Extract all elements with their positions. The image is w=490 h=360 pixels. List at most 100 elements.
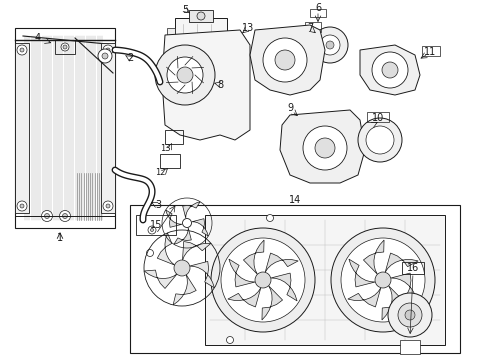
Bar bbox=[175, 18, 227, 78]
Polygon shape bbox=[162, 30, 250, 140]
Bar bbox=[165, 130, 183, 144]
Polygon shape bbox=[382, 286, 403, 320]
Bar bbox=[15, 43, 29, 213]
Polygon shape bbox=[391, 273, 417, 301]
Circle shape bbox=[388, 293, 432, 337]
Circle shape bbox=[221, 238, 305, 322]
Polygon shape bbox=[348, 288, 381, 307]
Circle shape bbox=[177, 67, 193, 83]
Circle shape bbox=[275, 50, 295, 70]
Bar bbox=[402, 262, 424, 274]
Circle shape bbox=[375, 272, 391, 288]
Polygon shape bbox=[385, 253, 418, 272]
Text: 15: 15 bbox=[150, 220, 162, 230]
Text: 7: 7 bbox=[307, 23, 313, 33]
Text: 10: 10 bbox=[372, 113, 384, 123]
Polygon shape bbox=[228, 288, 261, 307]
Circle shape bbox=[150, 229, 153, 231]
Bar bbox=[136, 215, 176, 235]
Polygon shape bbox=[229, 259, 255, 287]
Polygon shape bbox=[166, 210, 182, 227]
Bar bbox=[310, 9, 326, 17]
Text: 1: 1 bbox=[57, 233, 63, 243]
Circle shape bbox=[358, 118, 402, 162]
Circle shape bbox=[63, 45, 67, 49]
Circle shape bbox=[106, 204, 110, 208]
Polygon shape bbox=[250, 25, 325, 95]
Polygon shape bbox=[364, 240, 384, 274]
Text: 4: 4 bbox=[35, 33, 41, 43]
Bar bbox=[15, 28, 115, 228]
Bar bbox=[130, 205, 460, 353]
Circle shape bbox=[61, 43, 69, 51]
Polygon shape bbox=[167, 28, 175, 38]
Circle shape bbox=[102, 53, 108, 59]
Circle shape bbox=[211, 228, 315, 332]
Polygon shape bbox=[144, 270, 177, 288]
Text: 11: 11 bbox=[424, 47, 436, 57]
Polygon shape bbox=[271, 273, 297, 301]
Circle shape bbox=[103, 201, 113, 211]
Bar bbox=[101, 43, 115, 213]
Circle shape bbox=[103, 45, 113, 55]
Circle shape bbox=[303, 126, 347, 170]
Text: 3: 3 bbox=[155, 200, 161, 210]
Polygon shape bbox=[174, 228, 191, 244]
Polygon shape bbox=[349, 259, 375, 287]
Text: 5: 5 bbox=[182, 5, 188, 15]
Bar bbox=[305, 22, 321, 32]
Circle shape bbox=[42, 211, 52, 221]
Circle shape bbox=[59, 211, 71, 221]
Bar bbox=[422, 46, 440, 56]
Polygon shape bbox=[173, 274, 196, 305]
Circle shape bbox=[372, 52, 408, 88]
Circle shape bbox=[17, 201, 27, 211]
Circle shape bbox=[155, 45, 215, 105]
Circle shape bbox=[175, 261, 189, 275]
Bar bbox=[205, 215, 445, 345]
Circle shape bbox=[256, 273, 270, 287]
Text: 8: 8 bbox=[217, 80, 223, 90]
Circle shape bbox=[382, 62, 398, 78]
Polygon shape bbox=[157, 233, 175, 265]
Text: 13: 13 bbox=[160, 144, 171, 153]
Text: 2: 2 bbox=[127, 53, 133, 63]
Circle shape bbox=[326, 41, 334, 49]
Circle shape bbox=[148, 226, 156, 234]
Circle shape bbox=[255, 272, 271, 288]
Circle shape bbox=[106, 48, 110, 52]
Circle shape bbox=[17, 45, 27, 55]
Circle shape bbox=[226, 337, 234, 343]
Bar bbox=[160, 154, 180, 168]
Circle shape bbox=[376, 273, 390, 287]
Polygon shape bbox=[360, 45, 420, 95]
Polygon shape bbox=[192, 219, 208, 236]
Circle shape bbox=[366, 126, 394, 154]
Circle shape bbox=[320, 35, 340, 55]
Circle shape bbox=[315, 138, 335, 158]
Bar bbox=[55, 40, 75, 54]
Bar bbox=[367, 112, 389, 122]
Text: 14: 14 bbox=[289, 195, 301, 205]
Circle shape bbox=[63, 213, 68, 219]
Circle shape bbox=[405, 310, 415, 320]
Polygon shape bbox=[189, 261, 215, 288]
Circle shape bbox=[167, 57, 203, 93]
Circle shape bbox=[341, 238, 425, 322]
Text: 16: 16 bbox=[407, 263, 419, 273]
Circle shape bbox=[267, 215, 273, 221]
Circle shape bbox=[263, 38, 307, 82]
Polygon shape bbox=[265, 253, 298, 272]
Polygon shape bbox=[280, 110, 365, 183]
Circle shape bbox=[197, 12, 205, 20]
Circle shape bbox=[331, 228, 435, 332]
Text: 13: 13 bbox=[242, 23, 254, 33]
Circle shape bbox=[398, 303, 422, 327]
Bar bbox=[400, 340, 420, 354]
Polygon shape bbox=[262, 286, 283, 320]
Polygon shape bbox=[182, 242, 211, 260]
Circle shape bbox=[45, 213, 49, 219]
Polygon shape bbox=[183, 202, 200, 218]
Text: 12: 12 bbox=[155, 167, 165, 176]
Polygon shape bbox=[244, 240, 264, 274]
